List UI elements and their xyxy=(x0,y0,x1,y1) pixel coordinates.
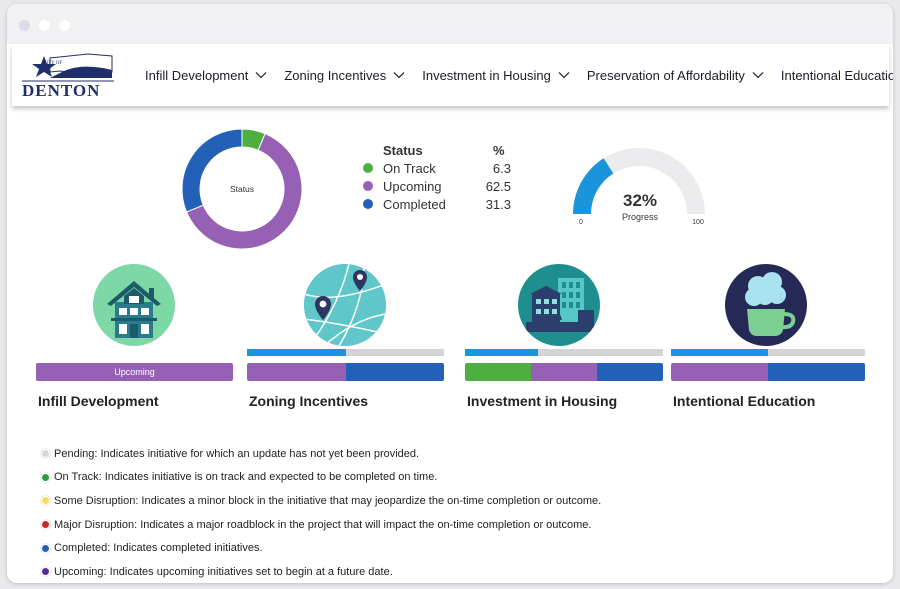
site-header: CITY OF DENTON Infill Development Zoning… xyxy=(12,44,893,106)
legend-header-percent: % xyxy=(493,142,505,158)
status-segment-completed xyxy=(345,363,444,381)
pending-dot-icon xyxy=(41,449,50,459)
status-segment-on-track xyxy=(465,363,531,381)
status-segment-upcoming xyxy=(530,363,597,381)
definition-text: Major Disruption: Indicates a major road… xyxy=(54,518,592,531)
nav-item-label: Intentional Education xyxy=(780,67,893,83)
progress-gauge[interactable]: 32% Progress 0 100 xyxy=(552,136,722,228)
progress-fill xyxy=(465,349,539,356)
progress-remaining xyxy=(345,349,444,356)
nav-item-investment-in-housing[interactable]: Investment in Housing xyxy=(422,68,570,83)
definition-text: Some Disruption: Indicates a minor block… xyxy=(54,494,602,507)
initiative-title: Zoning Incentives xyxy=(249,393,369,409)
initiative-title: Intentional Education xyxy=(673,393,816,409)
nav-item-label: Investment in Housing xyxy=(422,67,551,83)
progress-fill xyxy=(671,349,768,356)
status-segment-upcoming xyxy=(671,363,768,381)
some-disruption-dot-icon xyxy=(41,496,50,506)
completed-dot-icon xyxy=(41,543,50,553)
browser-window: CITY OF DENTON Infill Development Zoning… xyxy=(7,4,893,583)
progress-remaining xyxy=(768,349,865,356)
donut-center-label: Status xyxy=(230,184,254,194)
nav-item-label: Infill Development xyxy=(145,67,249,83)
initiative-status-bar xyxy=(465,363,663,381)
definition-completed: Completed: Indicates completed initiativ… xyxy=(41,536,601,560)
legend-name: Upcoming xyxy=(383,178,442,194)
initiative-progress-bar xyxy=(465,349,663,356)
initiative-status-bar xyxy=(671,363,865,381)
gauge-fill xyxy=(573,158,614,214)
legend-value: 31.3 xyxy=(485,196,511,212)
chevron-down-icon xyxy=(393,72,405,79)
initiative-progress-bar xyxy=(671,349,865,356)
gauge-min-label: 0 xyxy=(579,219,583,226)
definition-text: Pending: Indicates initiative for which … xyxy=(54,447,420,460)
chevron-down-icon xyxy=(558,72,570,79)
nav-item-intentional-education[interactable]: Intentional Education xyxy=(781,68,893,83)
house-icon xyxy=(93,264,175,346)
initiative-title: Investment in Housing xyxy=(467,393,618,409)
logo-denton-text: DENTON xyxy=(22,81,100,100)
buildings-icon xyxy=(518,264,600,346)
definition-text: On Track: Indicates initiative is on tra… xyxy=(54,471,438,484)
progress-fill xyxy=(247,349,346,356)
window-control-dot[interactable] xyxy=(39,20,50,31)
city-logo[interactable]: CITY OF DENTON xyxy=(20,50,116,100)
initiative-status-bar: Upcoming xyxy=(36,363,233,381)
window-control-dot[interactable] xyxy=(59,20,70,31)
logo-city-of-text: CITY OF xyxy=(43,61,62,66)
initiative-status-bar xyxy=(247,363,444,381)
status-segment-upcoming: Upcoming xyxy=(36,363,233,381)
legend-dot xyxy=(363,199,373,209)
legend-row-upcoming[interactable]: Upcoming 62.5 xyxy=(363,177,511,195)
legend-value: 62.5 xyxy=(485,178,511,194)
gauge-value-text: 32% xyxy=(623,191,657,210)
legend-header-status: Status xyxy=(383,142,423,158)
legend-row-on-track[interactable]: On Track 6.3 xyxy=(363,159,511,177)
map-pin-globe-icon xyxy=(304,264,386,346)
gauge-max-label: 100 xyxy=(692,219,704,226)
chevron-down-icon xyxy=(752,72,764,79)
gauge-label: Progress xyxy=(622,212,659,222)
status-segment-completed xyxy=(768,363,865,381)
initiative-title: Infill Development xyxy=(38,393,159,409)
definition-pending: Pending: Indicates initiative for which … xyxy=(41,442,601,466)
initiative-progress-bar xyxy=(247,349,444,356)
legend-dot xyxy=(363,181,373,191)
definition-major-disruption: Major Disruption: Indicates a major road… xyxy=(41,513,601,537)
nav-item-label: Zoning Incentives xyxy=(284,67,387,83)
title-bar xyxy=(7,4,893,44)
progress-remaining xyxy=(538,349,663,356)
definition-upcoming: Upcoming: Indicates upcoming initiatives… xyxy=(41,560,601,583)
nav-item-label: Preservation of Affordability xyxy=(586,67,745,83)
status-segment-completed xyxy=(596,363,663,381)
coffee-cup-icon xyxy=(725,264,807,346)
legend-value: 6.3 xyxy=(492,160,511,176)
chevron-down-icon xyxy=(255,72,267,79)
status-definitions: Pending: Indicates initiative for which … xyxy=(41,442,601,583)
definition-text: Completed: Indicates completed initiativ… xyxy=(54,542,263,555)
main-nav: Infill Development Zoning Incentives Inv… xyxy=(145,44,893,106)
window-control-dot[interactable] xyxy=(19,20,30,31)
legend-dot xyxy=(363,163,373,173)
definition-on-track: On Track: Indicates initiative is on tra… xyxy=(41,466,601,490)
donut-slice-completed[interactable] xyxy=(181,128,243,213)
nav-item-infill-development[interactable]: Infill Development xyxy=(145,68,267,83)
status-donut-chart[interactable]: Status xyxy=(177,124,307,254)
major-disruption-dot-icon xyxy=(41,520,50,530)
nav-item-preservation-of-affordability[interactable]: Preservation of Affordability xyxy=(587,68,764,83)
legend-row-completed[interactable]: Completed 31.3 xyxy=(363,195,511,213)
status-segment-upcoming xyxy=(247,363,346,381)
legend-name: Completed xyxy=(383,196,446,212)
upcoming-dot-icon xyxy=(41,567,50,577)
on-track-dot-icon xyxy=(41,472,50,482)
definition-some-disruption: Some Disruption: Indicates a minor block… xyxy=(41,489,601,513)
nav-item-zoning-incentives[interactable]: Zoning Incentives xyxy=(284,68,405,83)
legend-name: On Track xyxy=(383,160,436,176)
dashboard-content: Status Status % On Track 6.3 Upcoming 62… xyxy=(7,106,893,583)
legend-header-row: Status % xyxy=(363,141,511,159)
donut-slice-upcoming[interactable] xyxy=(185,132,303,250)
definition-text: Upcoming: Indicates upcoming initiatives… xyxy=(54,565,393,578)
status-legend-table: Status % On Track 6.3 Upcoming 62.5 Comp… xyxy=(363,141,511,213)
